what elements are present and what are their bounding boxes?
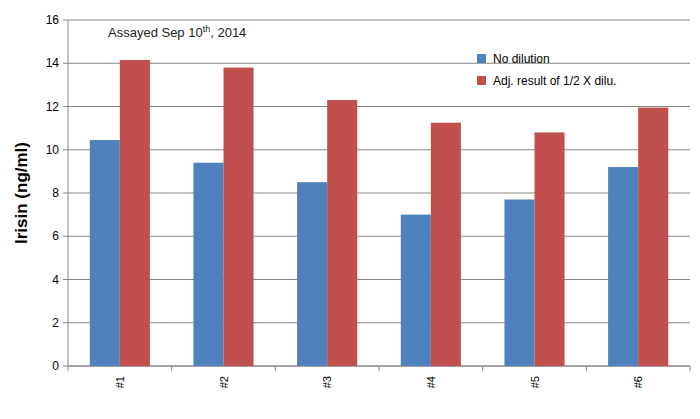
x-tick-label: #2 bbox=[218, 376, 230, 388]
chart: 0 2 4 6 8 10 12 14 16 #1 #2 #3 #4 #5 #6 Irisin (ng/ml) A… bbox=[0, 0, 700, 419]
bar bbox=[224, 68, 254, 366]
bar bbox=[297, 182, 327, 366]
y-tick-label: 6 bbox=[52, 229, 59, 243]
y-tick-label: 4 bbox=[52, 273, 59, 287]
legend-label: No dilution bbox=[493, 52, 550, 66]
x-tick-label: #5 bbox=[529, 376, 541, 388]
x-tick-label: #4 bbox=[425, 376, 437, 388]
y-tick bbox=[63, 236, 68, 237]
bar bbox=[504, 199, 534, 366]
y-axis bbox=[68, 20, 69, 366]
y-tick-label: 12 bbox=[46, 100, 60, 114]
y-tick-label: 14 bbox=[46, 56, 60, 70]
bar bbox=[401, 215, 431, 366]
x-tick bbox=[68, 366, 69, 371]
legend-swatch bbox=[477, 76, 486, 85]
grid-line bbox=[68, 193, 690, 194]
bar bbox=[193, 163, 223, 366]
x-tick bbox=[171, 366, 172, 371]
y-tick bbox=[63, 193, 68, 194]
bar bbox=[120, 60, 150, 366]
y-tick-label: 16 bbox=[46, 13, 60, 27]
grid-line bbox=[68, 149, 690, 150]
bar bbox=[638, 108, 668, 366]
y-tick bbox=[63, 63, 68, 64]
x-tick bbox=[690, 366, 691, 371]
bar bbox=[327, 100, 357, 366]
y-axis-label: Irisin (ng/ml) bbox=[12, 142, 31, 244]
grid-line bbox=[68, 236, 690, 237]
annotation-part: Assayed Sep bbox=[108, 25, 188, 40]
y-tick-label: 10 bbox=[46, 143, 60, 157]
x-tick-label: #3 bbox=[321, 376, 333, 388]
y-tick-label: 0 bbox=[52, 359, 59, 373]
y-tick-label: 2 bbox=[52, 316, 59, 330]
y-tick bbox=[63, 20, 68, 21]
bar bbox=[90, 140, 120, 366]
annotation-part: , 2014 bbox=[210, 25, 246, 40]
bar bbox=[535, 132, 565, 366]
annotation-part: 10 bbox=[188, 25, 202, 40]
y-tick bbox=[63, 106, 68, 107]
annotation-part: th bbox=[203, 24, 211, 34]
bar bbox=[608, 167, 638, 366]
grid-line bbox=[68, 106, 690, 107]
y-tick-label: 8 bbox=[52, 186, 59, 200]
bar bbox=[431, 123, 461, 366]
legend-label: Adj. result of 1/2 X dilu. bbox=[493, 74, 616, 88]
grid-line bbox=[68, 322, 690, 323]
x-tick bbox=[482, 366, 483, 371]
y-tick bbox=[63, 279, 68, 280]
bars bbox=[90, 60, 668, 366]
legend-swatch bbox=[477, 54, 486, 63]
y-tick bbox=[63, 322, 68, 323]
background bbox=[0, 0, 700, 419]
grid-line bbox=[68, 63, 690, 64]
x-tick bbox=[275, 366, 276, 371]
x-tick bbox=[586, 366, 587, 371]
annotation: Assayed Sep 10th, 2014 bbox=[108, 24, 246, 40]
x-tick-label: #6 bbox=[632, 376, 644, 388]
grid-line bbox=[68, 20, 690, 21]
y-tick bbox=[63, 366, 68, 367]
grid-line bbox=[68, 279, 690, 280]
y-tick bbox=[63, 149, 68, 150]
x-tick-label: #1 bbox=[114, 376, 126, 388]
x-tick bbox=[379, 366, 380, 371]
